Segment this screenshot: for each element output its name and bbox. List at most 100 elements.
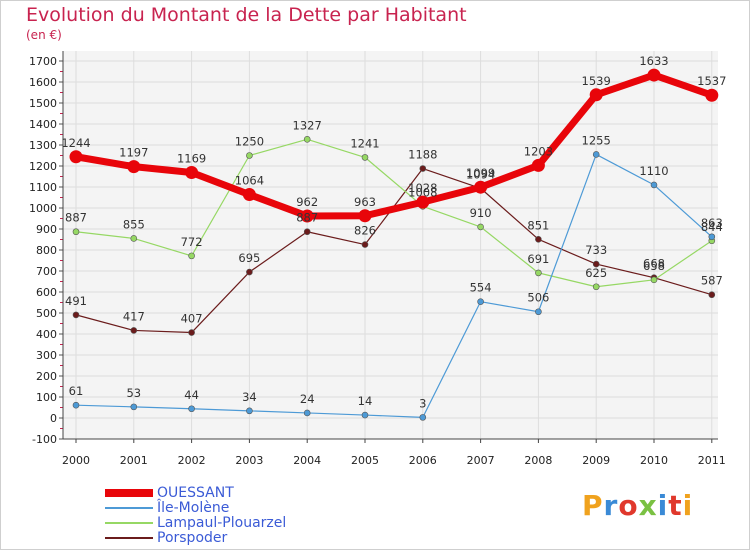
data-point	[647, 68, 661, 82]
x-tick-label: 2001	[120, 454, 148, 467]
data-label: 407	[181, 312, 203, 326]
data-label: 53	[126, 386, 141, 400]
data-label: 1188	[408, 148, 437, 162]
data-label: 1537	[697, 74, 726, 88]
data-label: 887	[65, 211, 87, 225]
legend-item: Lampaul-Plouarzel	[105, 515, 287, 531]
data-label: 554	[470, 281, 492, 295]
data-label: 733	[585, 243, 607, 257]
data-label: 1110	[639, 164, 668, 178]
data-label: 44	[184, 388, 199, 402]
series-line	[75, 71, 713, 220]
y-tick-label: 1600	[29, 76, 57, 89]
data-point	[300, 209, 314, 223]
data-point	[477, 223, 484, 231]
data-label: 1099	[466, 166, 495, 180]
y-tick-label: -100	[32, 433, 57, 446]
x-tick-label: 2006	[409, 454, 437, 467]
data-point	[361, 241, 369, 248]
data-point	[416, 195, 430, 209]
data-point	[361, 154, 369, 161]
chart-title: Evolution du Montant de la Dette par Hab…	[26, 4, 467, 26]
data-point	[246, 407, 253, 415]
legend-label: Île-Molène	[157, 500, 230, 516]
x-tick-label: 2008	[524, 454, 552, 467]
x-tick-label: 2009	[582, 454, 610, 467]
data-label: 910	[470, 206, 492, 220]
data-label: 668	[643, 257, 665, 271]
legend-item: Porspoder	[105, 530, 227, 546]
data-label: 855	[123, 217, 145, 231]
x-tick-label: 2007	[467, 454, 495, 467]
data-label: 772	[181, 235, 203, 249]
data-label: 1633	[639, 54, 668, 68]
y-tick-label: 0	[50, 412, 57, 425]
y-tick-label: 400	[36, 328, 57, 341]
data-label: 962	[296, 195, 318, 209]
data-point	[72, 311, 80, 319]
data-point	[130, 327, 138, 334]
proxiti-logo: Proxiti	[582, 489, 694, 522]
data-point	[188, 329, 195, 336]
y-tick-label: 600	[36, 286, 57, 299]
data-label: 1094	[466, 167, 495, 181]
data-label: 1250	[235, 135, 264, 149]
data-point	[535, 269, 542, 277]
data-label: 417	[123, 309, 145, 323]
data-point	[474, 180, 488, 194]
x-tick-label: 2011	[698, 454, 726, 467]
data-label: 1539	[582, 74, 611, 88]
data-point	[419, 165, 427, 172]
data-point	[592, 283, 600, 291]
data-point	[589, 88, 603, 102]
data-point	[650, 181, 658, 189]
data-point	[535, 308, 542, 316]
y-tick-label: 1500	[29, 97, 57, 110]
y-tick-label: 900	[36, 223, 57, 236]
data-label: 1327	[293, 118, 322, 132]
data-label: 1028	[408, 181, 437, 195]
x-tick-label: 2005	[351, 454, 379, 467]
data-point	[650, 276, 658, 284]
data-point	[72, 401, 80, 409]
data-point	[303, 136, 311, 143]
data-label: 506	[527, 291, 549, 305]
y-tick-label: 1700	[29, 55, 57, 68]
data-point	[592, 151, 600, 158]
legend-item: Île-Molène	[105, 500, 230, 516]
legend-swatch	[105, 489, 153, 497]
data-label: 1203	[524, 144, 553, 158]
x-tick-label: 2000	[62, 454, 90, 467]
legend-item: OUESSANT	[105, 485, 234, 501]
chart-subtitle: (en €)	[26, 28, 62, 42]
y-tick-label: 300	[36, 349, 57, 362]
series-line	[75, 153, 713, 418]
x-tick-label: 2004	[293, 454, 321, 467]
legend-label: Lampaul-Plouarzel	[157, 515, 287, 531]
data-label: 24	[300, 392, 315, 406]
x-tick-label: 2010	[640, 454, 668, 467]
data-label: 587	[701, 274, 723, 288]
plot-area	[63, 51, 718, 439]
data-point	[127, 160, 141, 174]
y-tick-label: 1300	[29, 139, 57, 152]
y-tick-label: 1200	[29, 160, 57, 173]
y-tick-label: 100	[36, 391, 57, 404]
data-point	[361, 411, 369, 419]
data-point	[242, 188, 256, 202]
data-point	[708, 291, 716, 299]
data-point	[303, 228, 311, 236]
data-label: 14	[358, 394, 373, 408]
data-label: 1008	[408, 185, 437, 199]
y-tick-label: 700	[36, 265, 57, 278]
data-point	[188, 405, 195, 413]
data-point	[72, 228, 80, 236]
data-label: 625	[585, 266, 607, 280]
legend-swatch	[105, 537, 153, 539]
data-label: 1244	[61, 136, 90, 150]
series-line	[75, 138, 713, 288]
data-label: 844	[701, 220, 723, 234]
data-label: 1255	[582, 133, 611, 147]
data-label: 826	[354, 224, 376, 238]
data-point	[185, 166, 199, 180]
